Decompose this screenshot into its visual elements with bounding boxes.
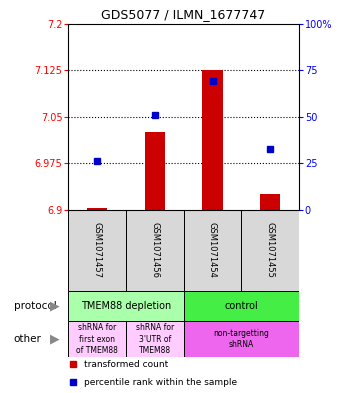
Bar: [184, 321, 299, 357]
Bar: [260, 194, 280, 209]
Text: transformed count: transformed count: [84, 360, 168, 369]
Text: control: control: [224, 301, 258, 311]
Bar: [184, 209, 241, 291]
Text: ▶: ▶: [50, 332, 59, 345]
Bar: [87, 208, 107, 209]
Bar: [68, 321, 126, 357]
Bar: [184, 291, 299, 321]
Title: GDS5077 / ILMN_1677747: GDS5077 / ILMN_1677747: [101, 8, 266, 21]
Text: TMEM88 depletion: TMEM88 depletion: [81, 301, 171, 311]
Text: percentile rank within the sample: percentile rank within the sample: [84, 378, 237, 387]
Bar: [68, 209, 126, 291]
Text: GSM1071455: GSM1071455: [266, 222, 275, 278]
Text: non-targetting
shRNA: non-targetting shRNA: [214, 329, 269, 349]
Text: GSM1071457: GSM1071457: [92, 222, 101, 278]
Bar: [68, 291, 184, 321]
Text: GSM1071454: GSM1071454: [208, 222, 217, 278]
Bar: [126, 209, 184, 291]
Bar: [241, 209, 299, 291]
Bar: [126, 321, 184, 357]
Text: GSM1071456: GSM1071456: [150, 222, 159, 278]
Text: protocol: protocol: [14, 301, 56, 311]
Text: shRNA for
first exon
of TMEM88: shRNA for first exon of TMEM88: [76, 323, 118, 355]
Text: other: other: [14, 334, 41, 344]
Bar: [144, 132, 165, 209]
Text: shRNA for
3'UTR of
TMEM88: shRNA for 3'UTR of TMEM88: [136, 323, 174, 355]
Bar: [202, 70, 223, 209]
Text: ▶: ▶: [50, 299, 59, 312]
